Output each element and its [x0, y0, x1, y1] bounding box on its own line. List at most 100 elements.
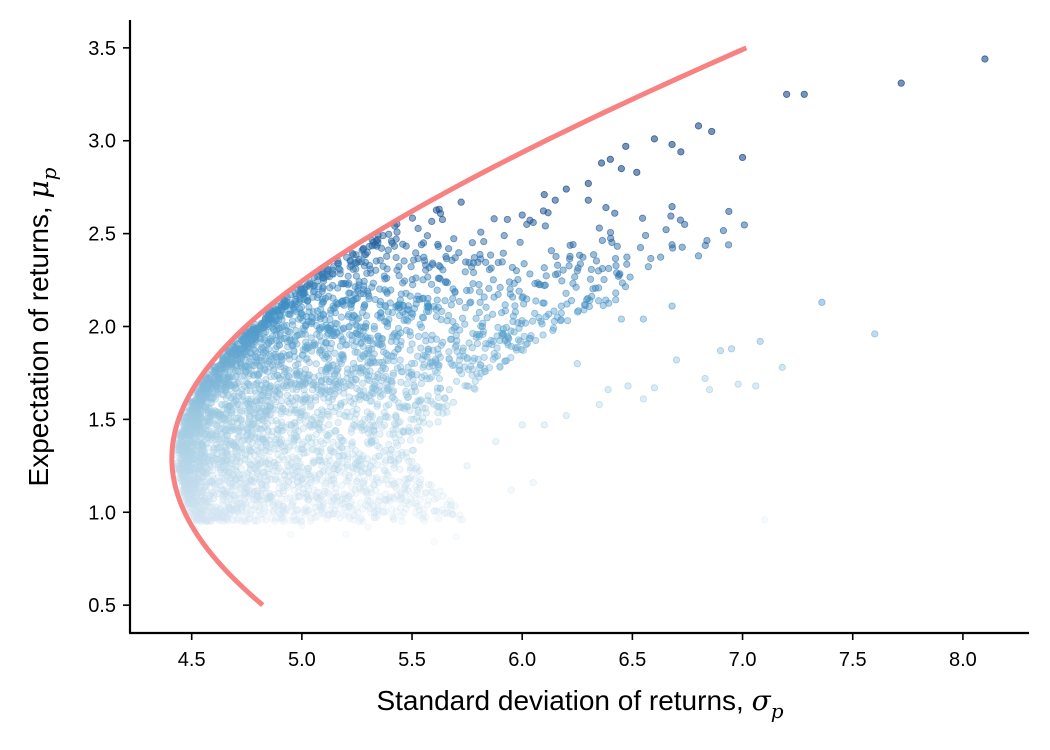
- scatter-point: [178, 436, 187, 444]
- scatter-point: [452, 377, 461, 385]
- scatter-point: [253, 358, 261, 366]
- scatter-point: [343, 369, 352, 377]
- scatter-point: [397, 378, 405, 386]
- scatter-point: [463, 382, 471, 390]
- scatter-point: [276, 437, 284, 446]
- scatter-point: [212, 429, 220, 437]
- scatter-point: [595, 224, 603, 232]
- scatter-point: [441, 394, 449, 402]
- scatter-point: [261, 446, 269, 454]
- scatter-point: [446, 335, 455, 344]
- scatter-point: [580, 306, 588, 314]
- scatter-point: [207, 410, 215, 418]
- scatter-point: [238, 407, 246, 415]
- scatter-point: [475, 288, 484, 296]
- y-tick-label: 1.0: [88, 502, 116, 524]
- scatter-point: [317, 376, 326, 385]
- scatter-point: [360, 479, 368, 488]
- scatter-point: [409, 446, 417, 454]
- scatter-point: [229, 358, 237, 366]
- scatter-point: [370, 507, 378, 516]
- scatter-point: [188, 447, 196, 456]
- scatter-point: [362, 312, 371, 320]
- scatter-point: [315, 425, 323, 433]
- scatter-point: [289, 498, 297, 506]
- scatter-point: [370, 325, 378, 333]
- scatter-point: [368, 501, 377, 509]
- scatter-point: [367, 410, 375, 418]
- scatter-point: [204, 421, 212, 429]
- scatter-point: [184, 498, 192, 506]
- scatter-point: [243, 517, 251, 526]
- scatter-point: [290, 429, 299, 437]
- scatter-point: [346, 502, 354, 510]
- scatter-point: [251, 511, 260, 519]
- scatter-point: [514, 275, 522, 284]
- scatter-point: [324, 350, 332, 358]
- scatter-point: [871, 330, 879, 338]
- scatter-point: [232, 414, 241, 422]
- scatter-point: [542, 272, 550, 280]
- scatter-point: [209, 471, 217, 480]
- scatter-point: [199, 442, 207, 450]
- scatter-point: [293, 516, 301, 524]
- scatter-point: [200, 506, 208, 514]
- scatter-point: [344, 503, 353, 511]
- scatter-points: [173, 55, 989, 546]
- scatter-point: [222, 420, 230, 428]
- scatter-point: [327, 444, 335, 453]
- scatter-point: [343, 374, 351, 383]
- scatter-point: [221, 359, 230, 367]
- scatter-point: [356, 396, 364, 404]
- scatter-point: [251, 516, 259, 524]
- scatter-point: [295, 355, 303, 363]
- scatter-point: [194, 403, 202, 411]
- scatter-point: [177, 471, 185, 479]
- scatter-point: [405, 457, 413, 465]
- scatter-point: [223, 439, 231, 447]
- scatter-point: [307, 415, 316, 423]
- scatter-point: [219, 358, 227, 367]
- scatter-point: [237, 484, 245, 492]
- scatter-point: [201, 515, 209, 523]
- scatter-point: [541, 222, 549, 230]
- scatter-point: [472, 333, 480, 341]
- scatter-point: [291, 401, 299, 409]
- scatter-point: [185, 418, 193, 427]
- scatter-point: [408, 464, 416, 472]
- scatter-point: [418, 514, 427, 522]
- scatter-point: [622, 142, 630, 150]
- scatter-point: [287, 459, 296, 467]
- scatter-point: [456, 515, 464, 523]
- scatter-point: [275, 456, 283, 464]
- scatter-point: [443, 408, 451, 416]
- scatter-point: [191, 435, 199, 444]
- scatter-point: [212, 383, 220, 391]
- scatter-point: [319, 311, 328, 319]
- scatter-point: [231, 475, 240, 483]
- scatter-point: [302, 282, 311, 291]
- scatter-point: [345, 493, 353, 501]
- scatter-point: [214, 417, 222, 425]
- scatter-point: [257, 425, 265, 433]
- scatter-point: [214, 461, 222, 469]
- scatter-point: [211, 435, 220, 444]
- scatter-point: [325, 354, 333, 362]
- scatter-point: [362, 333, 370, 341]
- scatter-point: [407, 309, 416, 317]
- scatter-point: [260, 468, 268, 476]
- scatter-point: [281, 447, 289, 455]
- scatter-point: [366, 367, 374, 375]
- scatter-point: [359, 422, 368, 430]
- scatter-point: [213, 480, 222, 488]
- scatter-point: [300, 386, 308, 394]
- scatter-point: [297, 468, 305, 476]
- scatter-point: [256, 396, 264, 404]
- scatter-point: [427, 481, 435, 489]
- scatter-point: [281, 505, 289, 513]
- scatter-point: [641, 231, 650, 240]
- scatter-point: [529, 218, 537, 227]
- scatter-point: [357, 468, 365, 476]
- scatter-point: [310, 486, 318, 494]
- scatter-point: [192, 404, 200, 412]
